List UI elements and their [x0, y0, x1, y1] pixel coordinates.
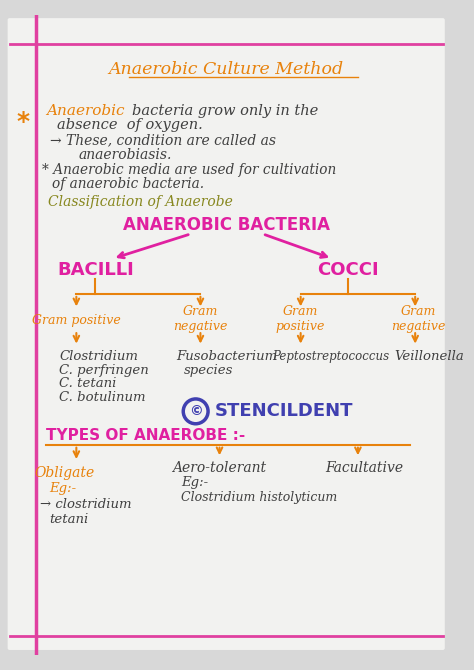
Text: Gram positive: Gram positive: [32, 314, 121, 327]
Text: * Anaerobic media are used for cultivation: * Anaerobic media are used for cultivati…: [42, 163, 336, 177]
Text: C. tetani: C. tetani: [59, 377, 117, 390]
Text: Veillonella: Veillonella: [394, 350, 464, 363]
Text: ANAEROBIC BACTERIA: ANAEROBIC BACTERIA: [123, 216, 330, 234]
Text: Clostridium histolyticum: Clostridium histolyticum: [182, 490, 337, 504]
Text: Gram
negative: Gram negative: [391, 305, 445, 333]
Text: → These, condition are called as: → These, condition are called as: [50, 133, 275, 147]
Text: Eg:-: Eg:-: [50, 482, 77, 495]
Text: Facultative: Facultative: [326, 461, 404, 474]
Text: bacteria grow only in the: bacteria grow only in the: [132, 104, 318, 118]
Text: Fusobacterium: Fusobacterium: [177, 350, 278, 363]
Text: Gram
positive: Gram positive: [276, 305, 325, 333]
Text: COCCI: COCCI: [318, 261, 379, 279]
Text: *: *: [16, 110, 29, 134]
FancyBboxPatch shape: [8, 18, 445, 650]
Text: Obligate: Obligate: [35, 466, 95, 480]
Text: BACILLI: BACILLI: [57, 261, 134, 279]
Text: Gram
negative: Gram negative: [173, 305, 228, 333]
Text: Aero-tolerant: Aero-tolerant: [173, 461, 266, 474]
Text: Eg:-: Eg:-: [182, 476, 209, 490]
Text: → clostridium: → clostridium: [40, 498, 132, 511]
Text: STENCILDENT: STENCILDENT: [215, 403, 353, 420]
Text: C. botulinum: C. botulinum: [59, 391, 146, 403]
Text: anaerobiasis.: anaerobiasis.: [78, 147, 172, 161]
Text: Peptostreptococcus: Peptostreptococcus: [272, 350, 389, 363]
Text: Anaerobic: Anaerobic: [46, 104, 124, 118]
Text: species: species: [184, 364, 234, 377]
Text: C. perfringen: C. perfringen: [59, 364, 149, 377]
Text: Clostridium: Clostridium: [59, 350, 138, 363]
Text: Classification of Anaerobe: Classification of Anaerobe: [48, 196, 233, 209]
Text: ©: ©: [189, 405, 202, 418]
Text: TYPES OF ANAEROBE :-: TYPES OF ANAEROBE :-: [46, 427, 245, 443]
Text: of anaerobic bacteria.: of anaerobic bacteria.: [52, 177, 204, 191]
Text: Anaerobic Culture Method: Anaerobic Culture Method: [109, 61, 344, 78]
Text: tetani: tetani: [50, 513, 89, 526]
Text: absence  of oxygen.: absence of oxygen.: [57, 118, 203, 132]
